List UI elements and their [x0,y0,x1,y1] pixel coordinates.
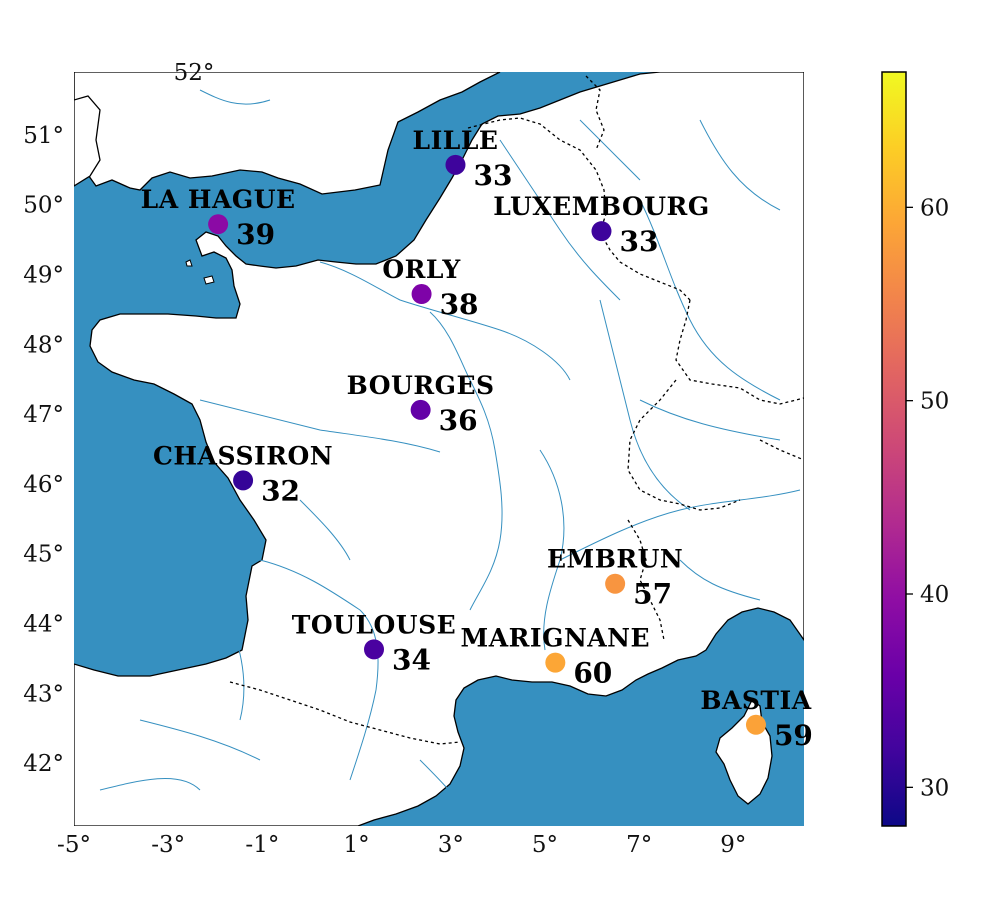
station-marker[interactable] [410,399,431,420]
great-britain-land [74,72,501,195]
x-tick-label: 5° [532,832,558,858]
borders [229,75,804,745]
y-tick-label: 43° [23,681,64,707]
station-value: 39 [236,218,275,251]
longitude-axis: -5° -3° -1° 1° 3° 5° 7° 9° [57,832,746,858]
station-value: 33 [473,159,512,192]
x-tick-label: 3° [438,832,464,858]
station-marker[interactable] [233,470,254,491]
y-tick-label: 44° [23,612,64,638]
y-tick-label: 46° [23,472,64,498]
station-luxembourg[interactable]: LUXEMBOURG 33 [493,192,709,258]
y-tick-label: 42° [23,751,64,777]
station-value: 60 [573,657,612,690]
station-marignane[interactable]: MARIGNANE 60 [461,624,651,690]
station-la-hague[interactable]: LA HAGUE 39 [141,185,296,251]
latitude-axis: 42° 43° 44° 45° 46° 47° 48° 49° 50° 51° [23,123,64,777]
y-tick-label: 48° [23,332,64,358]
continent-land [74,72,804,826]
station-marker[interactable] [364,639,385,660]
x-tick-label: 7° [626,832,652,858]
y-tick-label: 45° [23,542,64,568]
station-lille[interactable]: LILLE 33 [412,126,512,192]
channel-island [203,275,215,285]
station-value: 34 [392,643,431,676]
channel-island-small [185,259,193,267]
y-tick-label: 50° [23,193,64,219]
station-marker[interactable] [445,154,466,175]
station-bastia[interactable]: BASTIA 59 [700,686,813,752]
station-marker[interactable] [208,214,229,235]
colorbar-tick-label: 30 [920,775,949,801]
station-marker[interactable] [545,652,566,673]
station-chassiron[interactable]: CHASSIRON 32 [153,441,333,507]
x-tick-label: -1° [245,832,279,858]
colorbar-gradient [881,71,907,827]
colorbar-ticks: 30 40 50 60 [906,195,949,801]
station-name: LUXEMBOURG [493,192,709,221]
station-value: 38 [440,288,479,321]
station-value: 59 [774,719,813,752]
station-value: 32 [261,474,300,507]
x-tick-label: -5° [57,832,91,858]
station-name: BASTIA [700,686,811,715]
station-toulouse[interactable]: TOULOUSE 34 [292,610,456,676]
x-tick-label: 9° [720,832,746,858]
colorbar-tick-label: 40 [920,582,949,608]
station-value: 57 [633,578,672,611]
station-marker[interactable] [605,573,626,594]
station-value: 33 [619,225,658,258]
top-lat-label: 52° [174,60,215,86]
y-tick-label: 51° [23,123,64,149]
station-name: EMBRUN [547,545,683,574]
map-frame [74,72,804,826]
cornwall-land [74,72,101,187]
station-bourges[interactable]: BOURGES 36 [347,371,495,437]
station-marker[interactable] [745,714,766,735]
station-name: MARIGNANE [461,624,651,653]
station-name: LILLE [412,126,498,155]
x-tick-label: 1° [344,832,370,858]
station-marker[interactable] [591,221,612,242]
y-tick-label: 49° [23,262,64,288]
station-name: TOULOUSE [292,610,456,639]
colorbar-tick-label: 60 [920,195,949,221]
rivers [99,89,801,821]
colorbar: 30 40 50 60 [881,71,949,827]
station-name: BOURGES [347,371,495,400]
station-embrun[interactable]: EMBRUN 57 [547,545,683,611]
station-value: 36 [439,404,478,437]
station-name: ORLY [382,255,461,284]
station-marker[interactable] [411,284,432,305]
station-orly[interactable]: ORLY 38 [382,255,478,321]
colorbar-tick-label: 50 [920,389,949,415]
station-name: CHASSIRON [153,441,333,470]
y-tick-label: 47° [23,402,64,428]
station-name: LA HAGUE [141,185,296,214]
x-tick-label: -3° [151,832,185,858]
